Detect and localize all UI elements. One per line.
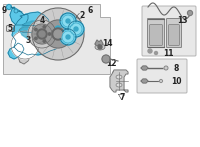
- Text: 9: 9: [1, 5, 7, 15]
- Circle shape: [35, 28, 37, 31]
- Circle shape: [43, 26, 46, 28]
- Circle shape: [55, 26, 61, 32]
- Text: 11: 11: [163, 49, 173, 57]
- Text: 5: 5: [7, 24, 13, 32]
- Circle shape: [32, 24, 52, 44]
- Circle shape: [62, 31, 74, 43]
- Circle shape: [148, 49, 152, 53]
- FancyBboxPatch shape: [150, 25, 162, 45]
- Circle shape: [70, 23, 82, 35]
- Polygon shape: [15, 27, 34, 64]
- Text: 12: 12: [106, 59, 116, 67]
- Circle shape: [74, 27, 78, 31]
- Circle shape: [164, 66, 168, 70]
- Circle shape: [188, 10, 192, 15]
- Text: 8: 8: [173, 64, 179, 72]
- Circle shape: [60, 29, 76, 45]
- Text: 1: 1: [77, 24, 83, 32]
- FancyBboxPatch shape: [137, 59, 187, 93]
- Circle shape: [98, 45, 102, 49]
- Circle shape: [14, 9, 18, 13]
- Circle shape: [160, 80, 162, 82]
- Polygon shape: [3, 4, 110, 74]
- Ellipse shape: [95, 44, 105, 50]
- Text: 6: 6: [87, 5, 93, 15]
- Ellipse shape: [116, 83, 122, 87]
- Circle shape: [11, 31, 39, 59]
- Circle shape: [66, 35, 70, 39]
- Text: 10: 10: [171, 76, 181, 86]
- Circle shape: [60, 13, 76, 29]
- FancyBboxPatch shape: [169, 25, 179, 45]
- Circle shape: [32, 8, 84, 60]
- Text: 4: 4: [39, 15, 45, 25]
- Text: 3: 3: [25, 35, 31, 45]
- Circle shape: [39, 31, 45, 37]
- Circle shape: [102, 55, 110, 63]
- Polygon shape: [110, 70, 128, 92]
- Text: 13: 13: [177, 15, 187, 25]
- Text: 7: 7: [119, 92, 125, 101]
- Circle shape: [28, 20, 56, 48]
- FancyBboxPatch shape: [142, 6, 196, 56]
- Circle shape: [62, 15, 74, 27]
- FancyBboxPatch shape: [148, 19, 164, 47]
- Circle shape: [37, 29, 47, 39]
- Polygon shape: [95, 40, 103, 46]
- Circle shape: [7, 5, 12, 10]
- Circle shape: [44, 20, 72, 48]
- Polygon shape: [20, 21, 46, 41]
- Text: 14: 14: [102, 39, 112, 47]
- Text: 2: 2: [79, 10, 85, 20]
- Circle shape: [154, 51, 158, 55]
- Circle shape: [35, 37, 37, 40]
- Polygon shape: [141, 66, 148, 70]
- Polygon shape: [12, 12, 58, 55]
- Ellipse shape: [116, 75, 122, 79]
- Polygon shape: [8, 43, 24, 59]
- Polygon shape: [10, 7, 28, 25]
- Circle shape: [43, 40, 46, 42]
- Circle shape: [48, 33, 51, 35]
- Circle shape: [52, 28, 64, 40]
- FancyBboxPatch shape: [166, 19, 182, 47]
- Circle shape: [66, 19, 70, 23]
- Polygon shape: [141, 79, 148, 83]
- Circle shape: [68, 21, 84, 37]
- Circle shape: [54, 30, 62, 38]
